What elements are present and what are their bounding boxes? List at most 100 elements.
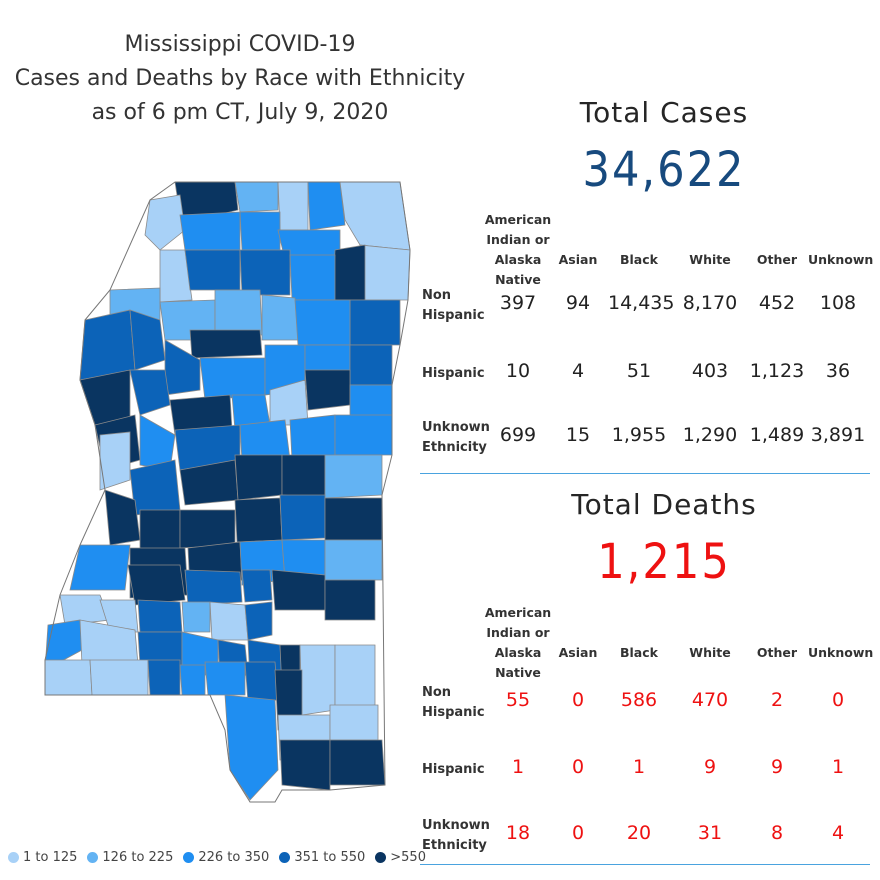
county-region xyxy=(324,497,383,541)
cases-divider xyxy=(420,473,870,474)
county-region xyxy=(89,659,149,696)
cases-cell: 1,290 xyxy=(682,424,738,446)
county-region xyxy=(277,181,309,231)
county-region xyxy=(214,289,263,336)
cases-column-header: White xyxy=(689,252,731,267)
deaths-table: American Indian or Alaska Native Asian Bla… xyxy=(418,603,874,863)
county-region xyxy=(307,181,346,231)
title-line-2: Cases and Deaths by Race with Ethnicity xyxy=(14,66,466,91)
cases-cell: 699 xyxy=(499,424,537,446)
county-region xyxy=(349,344,393,386)
legend-item-2: 126 to 225 xyxy=(87,850,173,865)
state-outline xyxy=(44,181,411,803)
county-region xyxy=(44,659,93,696)
county-region xyxy=(324,454,383,499)
deaths-column-header: Unknown xyxy=(808,645,874,660)
county-region xyxy=(189,329,263,359)
county-region xyxy=(234,454,283,501)
title-line-3: as of 6 pm CT, July 9, 2020 xyxy=(91,100,389,125)
deaths-cell: 9 xyxy=(770,756,784,778)
county-region xyxy=(239,249,291,296)
cases-cell: 15 xyxy=(565,424,591,446)
mississippi-county-map xyxy=(44,181,411,803)
map-title: Mississippi COVID-19 Cases and Deaths by… xyxy=(0,28,480,130)
deaths-divider xyxy=(420,864,870,865)
county-region xyxy=(179,211,241,251)
cases-cell: 8,170 xyxy=(682,292,738,314)
cases-row-label: Unknown Ethnicity xyxy=(422,420,490,455)
legend-swatch-4 xyxy=(279,852,291,863)
cases-cell: 10 xyxy=(505,360,531,382)
county-region xyxy=(349,299,401,346)
legend-item-5: >550 xyxy=(375,850,426,865)
county-region xyxy=(179,664,206,696)
title-line-1: Mississippi COVID-19 xyxy=(124,32,356,57)
map-legend: 1 to 125 126 to 225 226 to 350 351 to 55… xyxy=(8,850,426,865)
cases-column-header: Other xyxy=(756,252,798,267)
county-region xyxy=(241,569,273,603)
county-region xyxy=(271,569,326,611)
cases-cell: 108 xyxy=(819,292,857,314)
county-region xyxy=(324,579,376,621)
county-region xyxy=(209,601,249,641)
county-region xyxy=(79,309,136,381)
county-region xyxy=(294,299,351,346)
cases-column-header: Asian xyxy=(558,252,598,267)
county-region xyxy=(181,601,211,633)
deaths-column-header: American Indian or Alaska Native xyxy=(484,605,552,680)
deaths-column-header: Other xyxy=(756,645,798,660)
deaths-cell: 20 xyxy=(626,822,652,844)
legend-label-2: 126 to 225 xyxy=(102,850,174,865)
deaths-row-label: Hispanic xyxy=(422,762,485,777)
county-region xyxy=(329,739,386,786)
cases-cell: 1,489 xyxy=(749,424,805,446)
cases-column-header: American Indian or Alaska Native xyxy=(484,212,552,287)
legend-swatch-2 xyxy=(87,852,99,863)
county-region xyxy=(261,294,299,341)
cases-cell: 3,891 xyxy=(810,424,866,446)
county-region xyxy=(334,414,393,456)
cases-cell: 1,955 xyxy=(611,424,667,446)
deaths-row-label: Non Hispanic xyxy=(422,685,485,720)
county-region xyxy=(79,369,131,426)
county-region xyxy=(244,601,273,641)
county-region xyxy=(289,254,336,301)
cases-table: American Indian or Alaska Native Asian Bla… xyxy=(418,210,874,470)
deaths-cell: 0 xyxy=(571,689,585,711)
county-region xyxy=(279,494,326,541)
county-region xyxy=(127,564,186,606)
county-region xyxy=(359,244,411,301)
county-region xyxy=(244,661,279,703)
county-region xyxy=(199,357,266,401)
cases-cell: 51 xyxy=(626,360,652,382)
county-region xyxy=(324,539,383,581)
county-region xyxy=(147,659,181,696)
legend-item-3: 226 to 350 xyxy=(183,850,269,865)
legend-label-5: >550 xyxy=(390,850,426,865)
deaths-column-header: White xyxy=(689,645,731,660)
deaths-cell: 0 xyxy=(831,689,845,711)
county-region xyxy=(129,369,171,416)
cases-cell: 403 xyxy=(691,360,729,382)
deaths-cell: 1 xyxy=(511,756,525,778)
legend-label-3: 226 to 350 xyxy=(198,850,270,865)
deaths-cell: 55 xyxy=(505,689,531,711)
cases-cell: 1,123 xyxy=(749,360,805,382)
deaths-column-header: Black xyxy=(620,645,658,660)
deaths-cell: 18 xyxy=(505,822,531,844)
county-region xyxy=(332,244,366,301)
deaths-cell: 9 xyxy=(703,756,717,778)
county-region xyxy=(289,414,336,461)
cases-column-header: Unknown xyxy=(808,252,874,267)
cases-cell: 36 xyxy=(825,360,851,382)
deaths-cell: 586 xyxy=(620,689,658,711)
county-region xyxy=(299,644,336,716)
county-region xyxy=(304,369,351,411)
deaths-cell: 0 xyxy=(571,822,585,844)
county-region xyxy=(59,594,111,626)
county-region xyxy=(204,661,246,696)
county-region xyxy=(339,181,411,251)
county-region xyxy=(184,569,243,606)
deaths-cell: 4 xyxy=(831,822,845,844)
cases-cell: 14,435 xyxy=(608,292,675,314)
